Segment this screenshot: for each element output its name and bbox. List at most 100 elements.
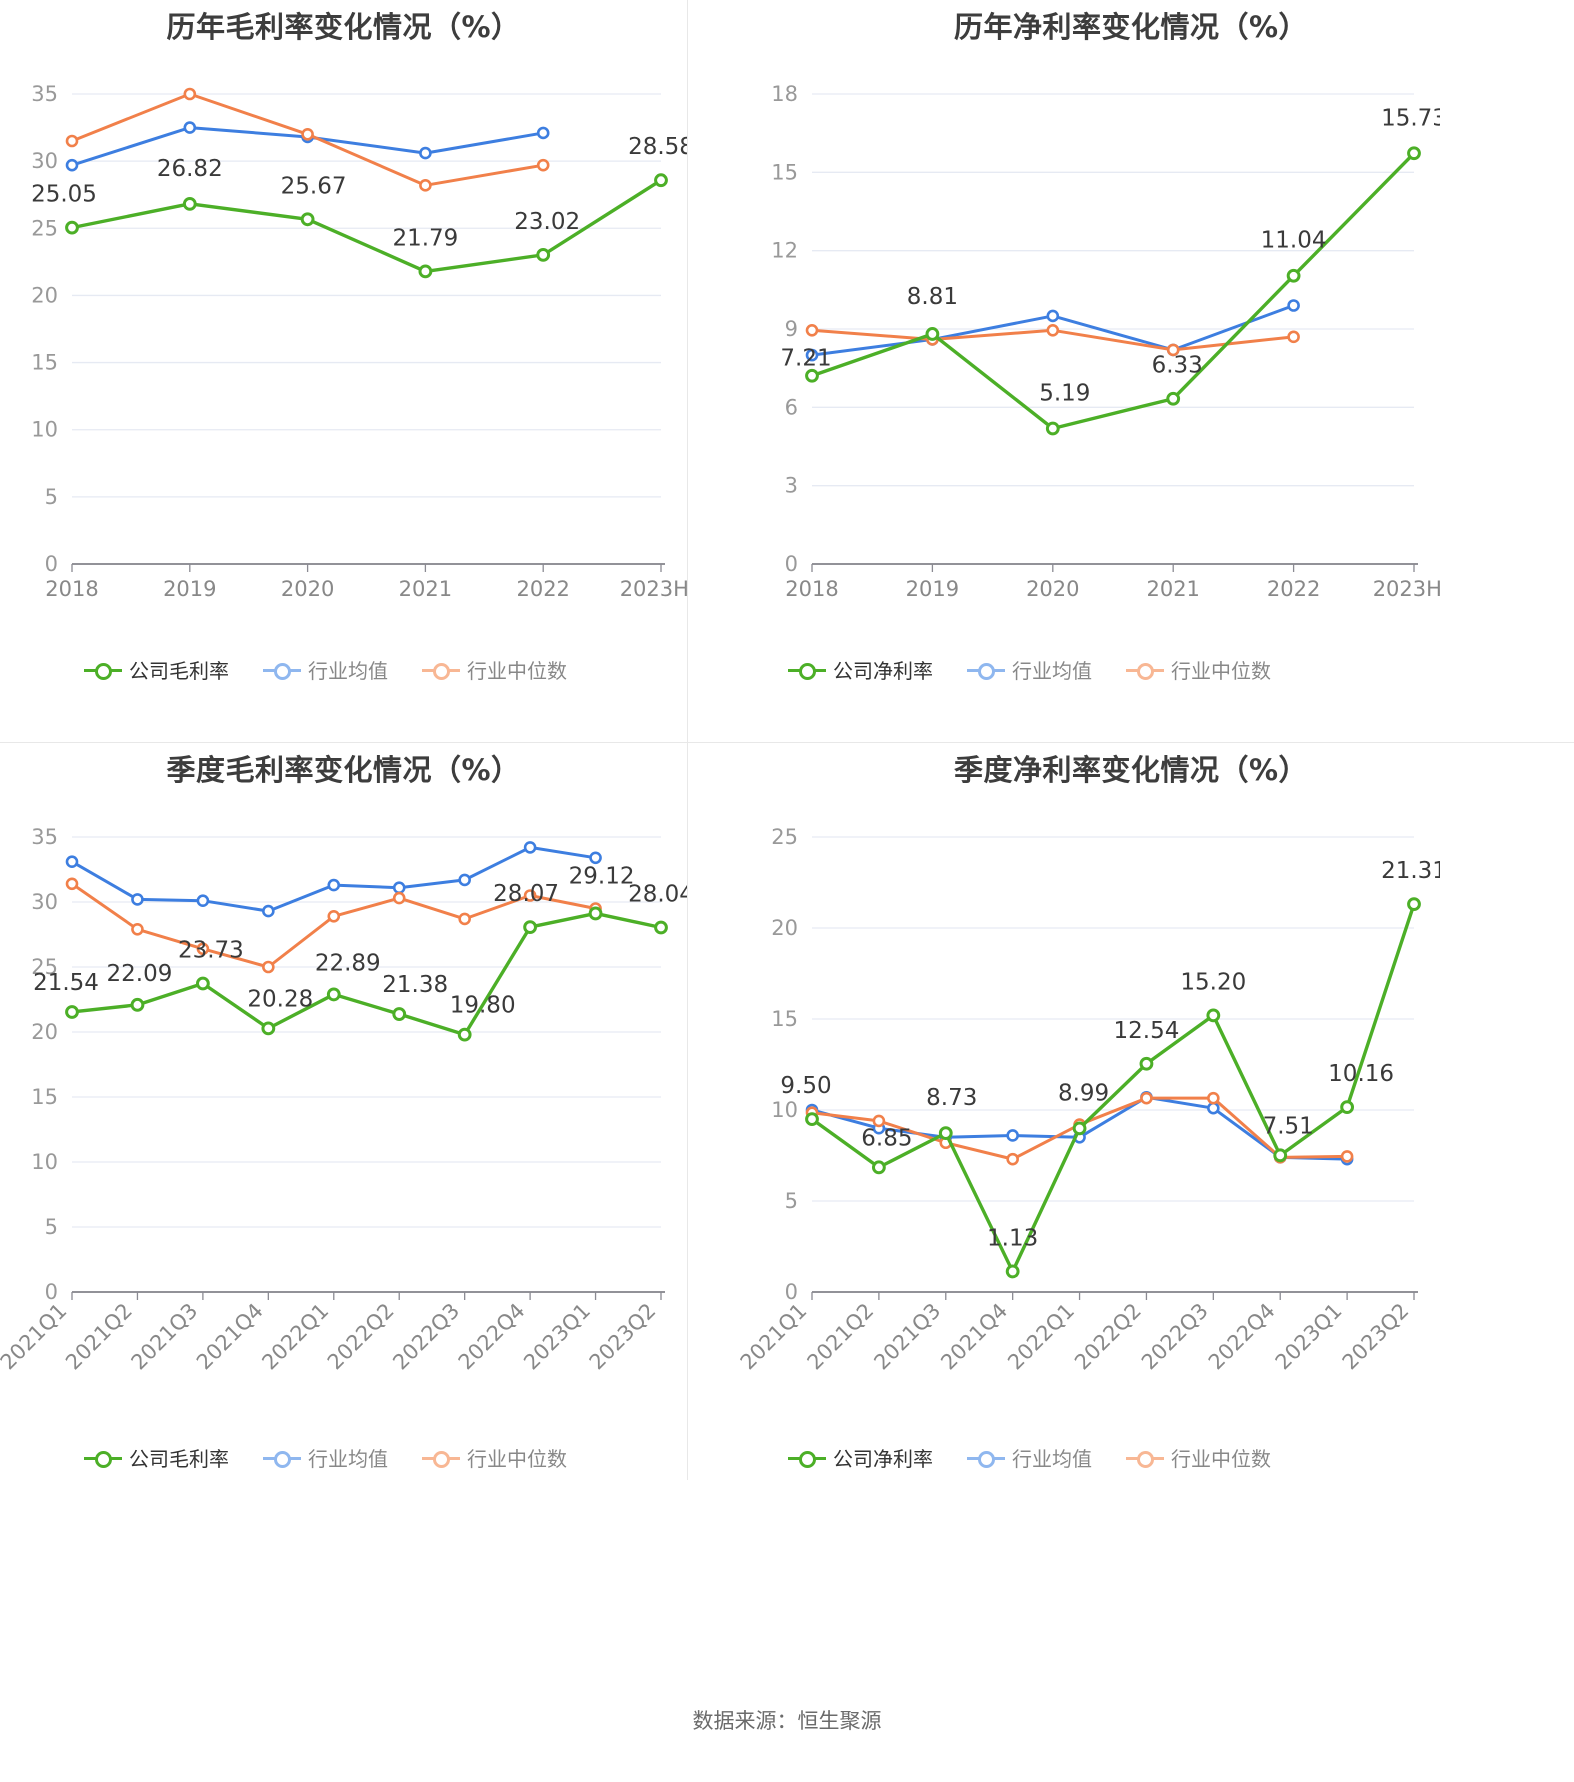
svg-text:15.73: 15.73 [1381, 105, 1440, 131]
svg-text:15: 15 [771, 1007, 798, 1031]
legend-label-industry-mean: 行业均值 [1012, 1449, 1092, 1471]
chart-title-quarterly-gross-margin: 季度毛利率变化情况（%） [166, 753, 521, 787]
legend-item-industry-mean[interactable]: 行业均值 [967, 1443, 1092, 1472]
svg-text:2018: 2018 [45, 577, 98, 601]
svg-text:15: 15 [771, 160, 798, 184]
legend-label-company: 公司净利率 [833, 661, 933, 683]
svg-text:2021Q4: 2021Q4 [192, 1299, 268, 1375]
svg-text:2022: 2022 [516, 577, 569, 601]
svg-text:2021Q3: 2021Q3 [127, 1299, 203, 1375]
svg-text:15: 15 [31, 1085, 58, 1109]
svg-text:25.67: 25.67 [281, 173, 347, 199]
legend-label-industry-mean: 行业均值 [308, 661, 388, 683]
legend-item-industry-mean[interactable]: 行业均值 [967, 655, 1092, 684]
legend-label-industry-median: 行业中位数 [1171, 1449, 1271, 1471]
svg-text:30: 30 [31, 890, 58, 914]
svg-text:2023H1: 2023H1 [1373, 577, 1440, 601]
legend-item-company-gross[interactable]: 公司毛利率 [84, 1443, 229, 1472]
svg-text:25: 25 [31, 955, 58, 979]
svg-text:28.07: 28.07 [493, 881, 559, 907]
plot-quarterly-gross-margin: 0 5 10 15 20 25 30 35 2021Q1 2021Q2 2021Q3 2021Q4 20… [0, 803, 687, 1388]
svg-text:2023Q1: 2023Q1 [519, 1299, 595, 1375]
legend-marker-line-circle-icon [788, 1448, 826, 1468]
svg-text:8.99: 8.99 [1058, 1080, 1109, 1106]
svg-text:2020: 2020 [281, 577, 334, 601]
svg-text:10.16: 10.16 [1328, 1061, 1394, 1087]
svg-text:2023Q2: 2023Q2 [1338, 1299, 1414, 1375]
legend-label-industry-mean: 行业均值 [308, 1449, 388, 1471]
legend-label-company: 公司净利率 [833, 1449, 933, 1471]
legend-item-company-net[interactable]: 公司净利率 [788, 1443, 933, 1472]
svg-text:2021Q3: 2021Q3 [869, 1299, 945, 1375]
svg-text:25: 25 [771, 825, 798, 849]
plot-quarterly-net-margin: 0 5 10 15 20 25 2021Q1 2021Q2 2021Q3 2021Q4 2022Q1… [740, 803, 1440, 1388]
plot-annual-net-margin: 0 3 6 9 12 15 18 2018 2019 2020 2021 2022 2023H1 7.21… [740, 60, 1440, 620]
svg-text:20: 20 [31, 283, 58, 307]
svg-text:21.79: 21.79 [392, 225, 458, 251]
chart-title-quarterly-net-margin: 季度净利率变化情况（%） [953, 753, 1309, 787]
svg-text:2023Q2: 2023Q2 [585, 1299, 661, 1375]
svg-text:8.73: 8.73 [926, 1085, 977, 1111]
svg-text:2022Q2: 2022Q2 [323, 1299, 399, 1375]
legend-item-industry-median[interactable]: 行业中位数 [422, 1443, 567, 1472]
svg-text:3: 3 [785, 474, 798, 498]
svg-text:20: 20 [771, 916, 798, 940]
legend-marker-line-circle-icon [967, 660, 1005, 680]
legend-label-company: 公司毛利率 [129, 661, 229, 683]
svg-text:15: 15 [31, 351, 58, 375]
legend-item-company-gross[interactable]: 公司毛利率 [84, 655, 229, 684]
svg-text:21.54: 21.54 [33, 970, 99, 996]
legend-marker-line-circle-icon [1126, 1448, 1164, 1468]
chart-panel-quarterly-gross-margin: 季度毛利率变化情况（%） 0 5 10 15 20 25 30 35 2021Q1 2021Q2 2… [0, 743, 687, 1480]
svg-text:15.20: 15.20 [1180, 969, 1246, 995]
legend-label-industry-median: 行业中位数 [1171, 661, 1271, 683]
svg-text:23.73: 23.73 [178, 938, 244, 964]
svg-text:5: 5 [785, 1189, 798, 1213]
legend-marker-line-circle-icon [967, 1448, 1005, 1468]
svg-text:2022Q3: 2022Q3 [1137, 1299, 1213, 1375]
legend-annual-gross-margin: 公司毛利率 行业均值 行业中位数 [84, 655, 567, 684]
svg-text:18: 18 [771, 82, 798, 106]
svg-text:25: 25 [31, 216, 58, 240]
svg-text:6: 6 [785, 395, 798, 419]
svg-text:12: 12 [771, 239, 798, 263]
svg-text:0: 0 [45, 552, 58, 576]
svg-text:6.85: 6.85 [861, 1125, 912, 1151]
svg-text:2022Q1: 2022Q1 [257, 1299, 333, 1375]
legend-quarterly-gross-margin: 公司毛利率 行业均值 行业中位数 [84, 1443, 567, 1472]
svg-text:0: 0 [785, 552, 798, 576]
chart-title-annual-gross-margin: 历年毛利率变化情况（%） [166, 10, 521, 44]
legend-item-industry-mean[interactable]: 行业均值 [263, 655, 388, 684]
chart-title-annual-net-margin: 历年净利率变化情况（%） [953, 10, 1309, 44]
horizontal-divider [0, 742, 1574, 743]
legend-item-industry-median[interactable]: 行业中位数 [422, 655, 567, 684]
svg-text:9.50: 9.50 [780, 1073, 831, 1099]
svg-text:20.28: 20.28 [247, 986, 313, 1012]
legend-item-industry-mean[interactable]: 行业均值 [263, 1443, 388, 1472]
svg-text:2019: 2019 [163, 577, 216, 601]
svg-text:29.12: 29.12 [569, 863, 635, 889]
svg-text:9: 9 [785, 317, 798, 341]
svg-text:21.31: 21.31 [1381, 858, 1440, 884]
svg-text:2021Q1: 2021Q1 [0, 1299, 72, 1375]
svg-text:10: 10 [31, 418, 58, 442]
legend-item-company-net[interactable]: 公司净利率 [788, 655, 933, 684]
legend-item-industry-median[interactable]: 行业中位数 [1126, 655, 1271, 684]
legend-marker-line-circle-icon [1126, 660, 1164, 680]
svg-text:2021: 2021 [399, 577, 452, 601]
legend-label-industry-median: 行业中位数 [467, 1449, 567, 1471]
legend-marker-line-circle-icon [422, 1448, 460, 1468]
svg-text:26.82: 26.82 [157, 156, 223, 182]
legend-item-industry-median[interactable]: 行业中位数 [1126, 1443, 1271, 1472]
legend-marker-line-circle-icon [84, 660, 122, 680]
svg-text:0: 0 [785, 1280, 798, 1304]
legend-label-industry-median: 行业中位数 [467, 661, 567, 683]
svg-text:2021: 2021 [1146, 577, 1199, 601]
svg-text:22.09: 22.09 [107, 961, 173, 987]
legend-marker-line-circle-icon [84, 1448, 122, 1468]
svg-text:8.81: 8.81 [907, 284, 958, 310]
svg-text:28.04: 28.04 [628, 881, 687, 907]
svg-text:10: 10 [771, 1098, 798, 1122]
svg-text:12.54: 12.54 [1114, 1018, 1180, 1044]
legend-marker-line-circle-icon [788, 660, 826, 680]
